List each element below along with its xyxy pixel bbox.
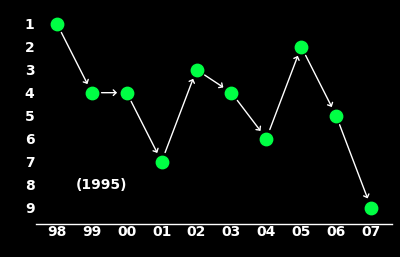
Point (193, 68, 200, 72)
Point (89, 91, 95, 95)
Point (54, 22, 60, 26)
Point (298, 45, 304, 49)
Point (124, 91, 130, 95)
Point (333, 114, 339, 118)
Point (228, 91, 235, 95)
Point (368, 205, 374, 209)
Point (263, 136, 270, 141)
Point (158, 160, 165, 164)
Text: (1995): (1995) (76, 178, 128, 191)
